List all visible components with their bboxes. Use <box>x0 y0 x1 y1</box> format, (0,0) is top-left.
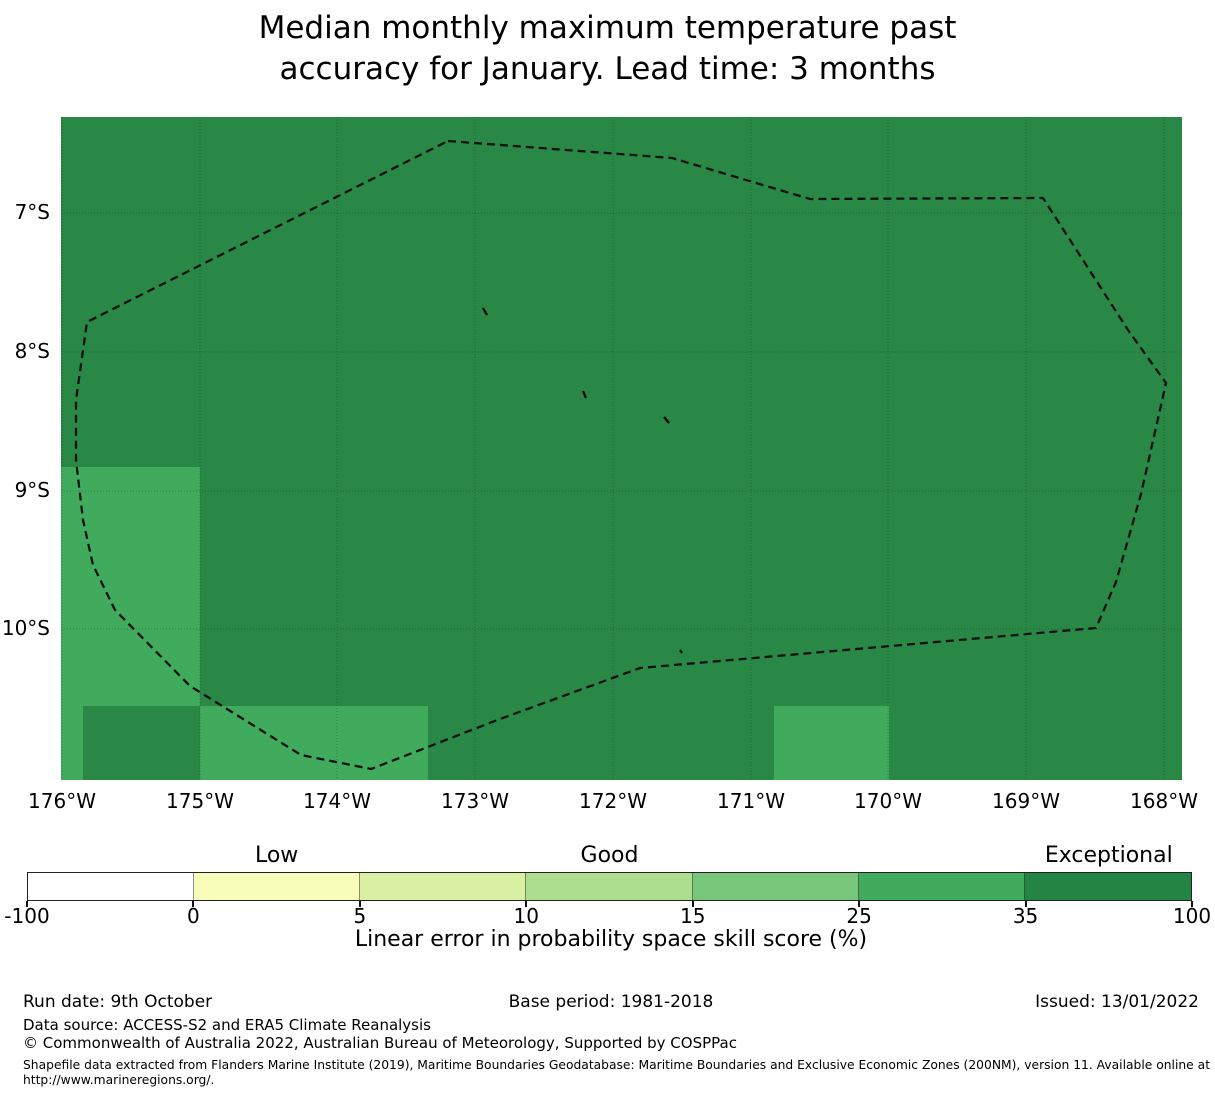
island-mark <box>663 416 670 424</box>
footer-shapefile-note: Shapefile data extracted from Flanders M… <box>23 1058 1211 1072</box>
colorbar-segment <box>526 873 693 900</box>
colorbar-axis-label: Linear error in probability space skill … <box>354 927 868 952</box>
footer-copyright: © Commonwealth of Australia 2022, Austra… <box>23 1034 737 1052</box>
y-axis-tick-label: 8°S <box>14 339 50 363</box>
eez-boundary-dashed <box>74 139 1168 771</box>
x-axis-tick-label: 171°W <box>717 789 785 813</box>
skill-cell-light <box>774 706 889 780</box>
colorbar-segment <box>1024 873 1191 900</box>
colorbar-tick <box>525 901 528 907</box>
y-axis-tick-label: 9°S <box>14 478 50 502</box>
colorbar-tick <box>691 901 694 907</box>
colorbar-tick-label: -100 <box>4 904 50 928</box>
colorbar-tick-label: 5 <box>353 904 367 928</box>
colorbar-segment <box>692 873 859 900</box>
footer-shapefile-url: http://www.marineregions.org/. <box>23 1073 215 1087</box>
y-axis-tick-label: 7°S <box>14 200 50 224</box>
y-axis-tick-label: 10°S <box>1 616 50 640</box>
chart-title-line2: accuracy for January. Lead time: 3 month… <box>279 51 936 87</box>
x-axis-tick-label: 174°W <box>303 789 371 813</box>
colorbar-zone-label: Exceptional <box>1044 843 1173 868</box>
colorbar-tick-label: 10 <box>513 904 539 928</box>
colorbar-segment <box>194 873 361 900</box>
colorbar-tick-label: 35 <box>1012 904 1039 928</box>
colorbar-tick-label: 15 <box>679 904 706 928</box>
island-mark <box>482 307 488 316</box>
colorbar-segment <box>28 873 195 900</box>
footer-base-period: Base period: 1981-2018 <box>508 992 714 1012</box>
x-axis-tick-label: 176°W <box>28 789 96 813</box>
island-mark <box>679 649 683 654</box>
colorbar-zone-label: Low <box>254 843 299 868</box>
x-axis-tick-label: 175°W <box>166 789 234 813</box>
colorbar-zone-label: Good <box>580 843 639 868</box>
x-axis-tick-label: 169°W <box>992 789 1060 813</box>
colorbar-segment <box>858 873 1025 900</box>
footer-run-date: Run date: 9th October <box>23 992 213 1012</box>
colorbar-tick <box>192 901 195 907</box>
colorbar-tick <box>26 901 28 907</box>
x-axis-tick-label: 173°W <box>441 789 509 813</box>
x-axis-tick-label: 168°W <box>1130 789 1198 813</box>
colorbar-bar <box>27 872 1192 901</box>
chart-title: Median monthly maximum temperature past … <box>0 8 1215 90</box>
colorbar-segment <box>360 873 527 900</box>
map-plot-area <box>61 117 1182 780</box>
skill-cell-dark <box>83 706 200 780</box>
colorbar-tick-label: 25 <box>846 904 872 928</box>
skill-cell-light <box>200 706 428 780</box>
map-canvas <box>61 117 1182 780</box>
x-axis-tick-label: 172°W <box>579 789 647 813</box>
x-axis-tick-label: 170°W <box>854 789 922 813</box>
colorbar-tick <box>858 901 861 907</box>
colorbar-tick <box>1024 901 1027 907</box>
footer-issued: Issued: 13/01/2022 <box>1035 992 1199 1012</box>
island-mark <box>581 390 588 399</box>
footer-data-source: Data source: ACCESS-S2 and ERA5 Climate … <box>23 1016 431 1034</box>
map-background <box>61 117 1182 780</box>
colorbar-tick-label: 0 <box>187 904 200 928</box>
colorbar-tick-label: 100 <box>1172 904 1212 928</box>
chart-title-line1: Median monthly maximum temperature past <box>258 10 957 46</box>
colorbar-tick <box>358 901 361 907</box>
colorbar-tick <box>1191 901 1193 907</box>
